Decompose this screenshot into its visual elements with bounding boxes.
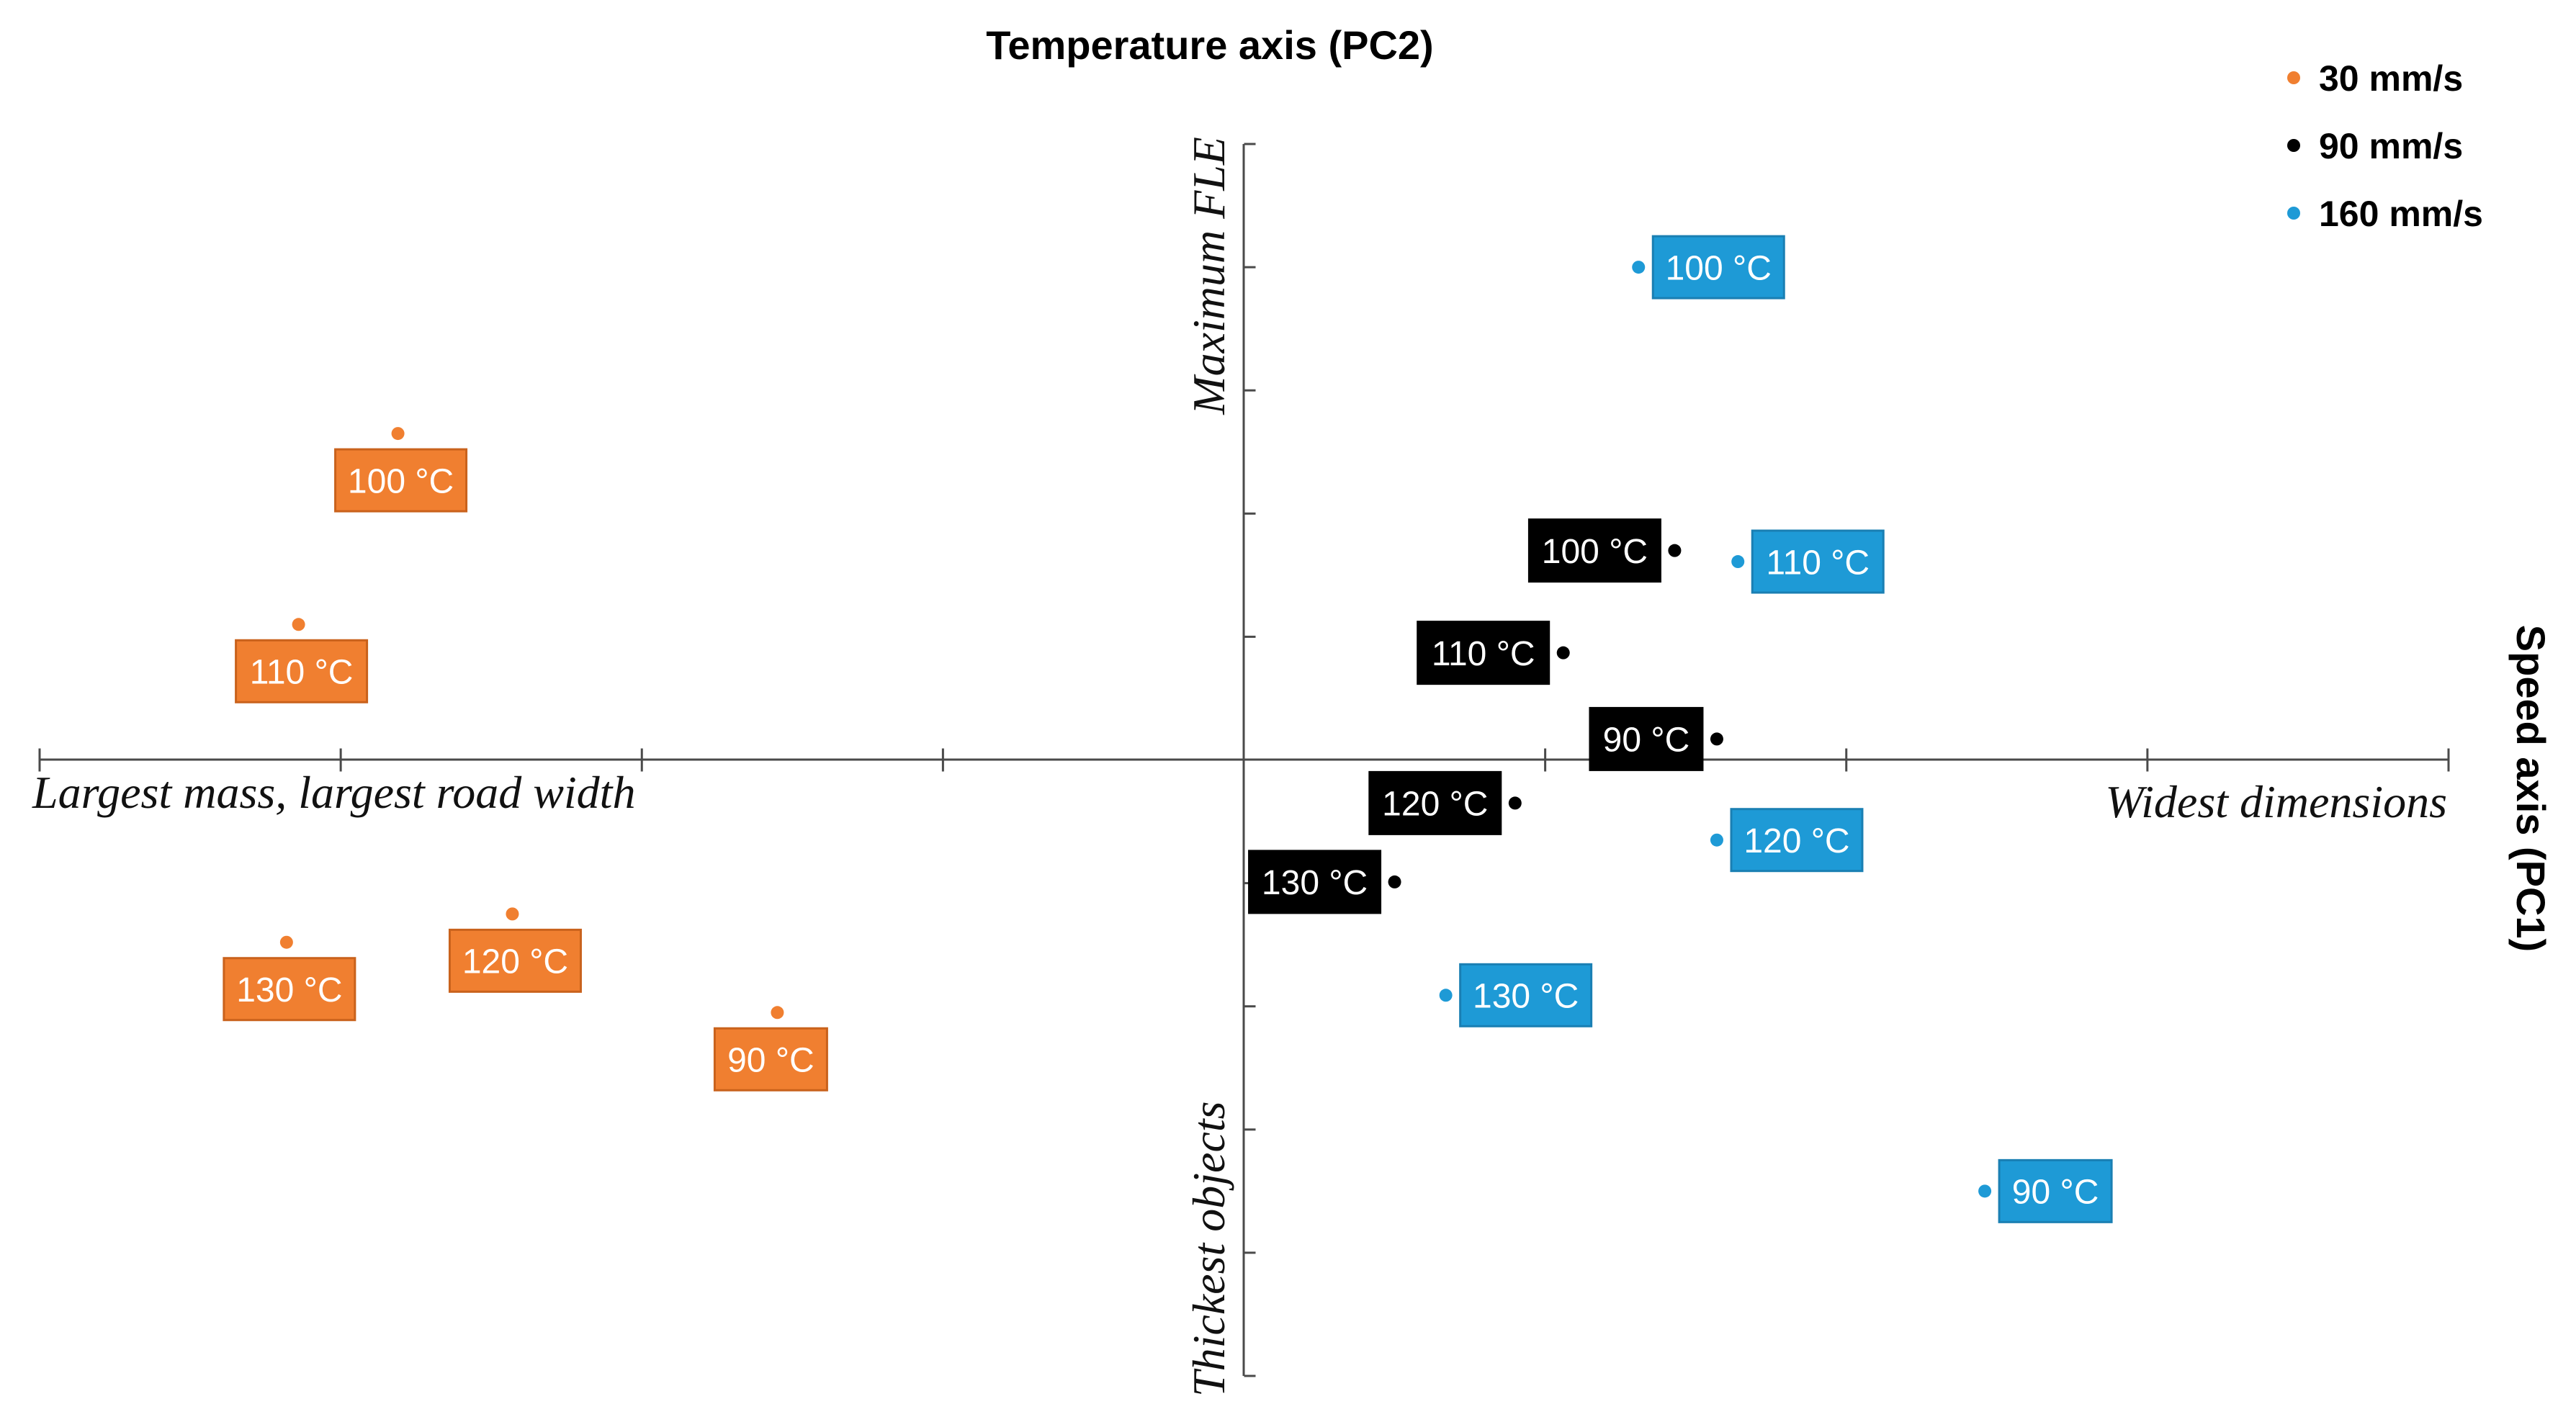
data-point-30-90 — [771, 1006, 784, 1020]
data-point-90-110 — [1556, 646, 1570, 660]
data-label: 130 °C — [1262, 864, 1368, 902]
data-point-90-90 — [1710, 732, 1723, 746]
data-point-90-100 — [1668, 544, 1682, 557]
data-point-group: 120 °C — [1368, 770, 1522, 835]
data-point-group: 90 °C — [1978, 1158, 2113, 1223]
data-point-group: 120 °C — [448, 907, 582, 993]
data-label-box — [334, 448, 468, 513]
data-point-160-120 — [1710, 833, 1723, 847]
data-point-160-90 — [1978, 1184, 1992, 1198]
data-label-box — [1589, 706, 1704, 771]
legend-label-30: 30 mm/s — [2319, 58, 2463, 99]
data-label: 130 °C — [1473, 978, 1579, 1016]
y-axis-label-top: Maximum FLE — [1183, 137, 1234, 415]
legend-label-160: 160 mm/s — [2319, 194, 2483, 234]
data-point-group: 100 °C — [334, 427, 468, 513]
data-label: 110 °C — [1432, 635, 1535, 673]
data-label-box — [1998, 1158, 2113, 1223]
data-point-160-100 — [1632, 261, 1646, 274]
data-point-group: 130 °C — [223, 935, 356, 1022]
data-point-group: 100 °C — [1527, 518, 1682, 583]
data-label-box — [1368, 770, 1502, 835]
data-point-group: 90 °C — [1589, 706, 1723, 771]
data-label: 90 °C — [1603, 721, 1690, 760]
data-label: 120 °C — [462, 943, 568, 981]
legend: 30 mm/s 90 mm/s 160 mm/s — [2287, 58, 2483, 234]
data-point-group: 130 °C — [1248, 850, 1401, 914]
x-ticks — [38, 748, 2450, 772]
data-label-box — [448, 928, 582, 993]
legend-marker-90 — [2287, 139, 2300, 152]
data-label: 120 °C — [1382, 786, 1488, 824]
x-axis-label-right: Widest dimensions — [2105, 776, 2447, 827]
legend-label-90: 90 mm/s — [2319, 126, 2463, 166]
y-axis-label-bottom: Thickest objects — [1183, 1101, 1234, 1397]
x-axis-label-left: Largest mass, largest road width — [32, 767, 635, 818]
data-point-30-120 — [506, 907, 519, 921]
data-label: 110 °C — [1766, 544, 1870, 582]
data-label-box — [1751, 529, 1885, 594]
data-points: 100 °C 110 °C 130 °C 120 °C 90 °C 100 °C 110 °… — [223, 235, 2113, 1223]
data-label-box — [235, 639, 369, 703]
data-label-box — [713, 1027, 828, 1092]
data-label-box — [223, 957, 356, 1022]
data-point-group: 110 °C — [235, 618, 369, 703]
data-point-30-130 — [279, 935, 293, 949]
data-point-group: 90 °C — [713, 1006, 828, 1092]
y-ticks — [1244, 143, 1256, 1377]
data-label: 120 °C — [1743, 822, 1849, 860]
data-label-box — [1459, 963, 1593, 1027]
data-point-group: 100 °C — [1632, 235, 1785, 300]
legend-marker-30 — [2287, 71, 2300, 84]
data-label: 100 °C — [348, 462, 454, 500]
data-point-160-110 — [1731, 555, 1745, 569]
data-point-group: 120 °C — [1710, 808, 1864, 873]
data-label-box — [1417, 621, 1550, 685]
data-point-group: 110 °C — [1417, 621, 1570, 685]
data-point-30-100 — [391, 427, 405, 441]
data-label-box — [1527, 518, 1661, 583]
data-label-box — [1651, 235, 1785, 300]
data-point-160-130 — [1439, 989, 1453, 1002]
data-label: 130 °C — [236, 971, 342, 1009]
data-point-90-120 — [1508, 796, 1522, 810]
data-point-group: 130 °C — [1439, 963, 1593, 1027]
axes — [40, 144, 2449, 1376]
data-label: 100 °C — [1666, 249, 1772, 287]
data-label: 110 °C — [250, 654, 354, 692]
side-axis-title: Speed axis (PC1) — [2508, 625, 2554, 952]
data-point-group: 110 °C — [1731, 529, 1885, 594]
data-label: 90 °C — [2012, 1174, 2099, 1212]
data-label-box — [1248, 850, 1382, 914]
legend-marker-160 — [2287, 207, 2300, 220]
data-point-30-110 — [292, 618, 305, 631]
data-label: 100 °C — [1542, 533, 1648, 571]
data-point-90-130 — [1388, 875, 1401, 888]
chart-title: Temperature axis (PC2) — [986, 22, 1433, 68]
data-label: 90 °C — [727, 1042, 814, 1080]
data-label-box — [1730, 808, 1864, 873]
